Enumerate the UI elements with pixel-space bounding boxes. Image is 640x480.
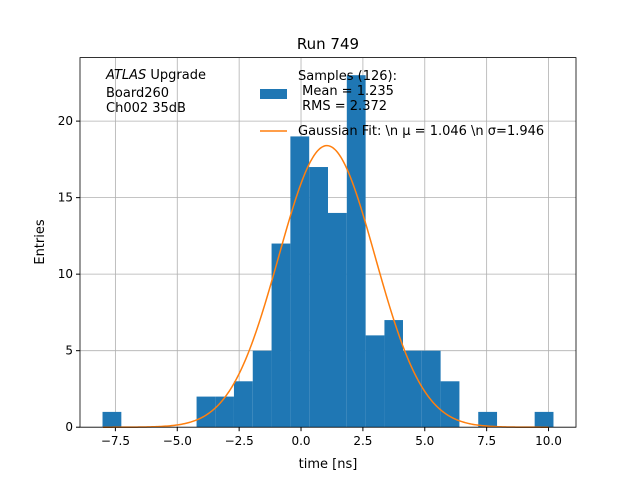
x-axis-label: time [ns]: [299, 457, 358, 472]
axes-frame: [79, 57, 577, 428]
bar: [252, 350, 272, 428]
fit-curve: [103, 144, 549, 428]
bar: [309, 167, 328, 428]
bar: [346, 75, 366, 428]
x-tick-label: −2.5: [225, 434, 254, 448]
bar: [534, 411, 554, 428]
annotation-line: Ch002 35dB: [106, 101, 186, 116]
x-tick-label: −5.0: [163, 434, 192, 448]
bar: [233, 381, 253, 428]
bar: [421, 350, 441, 428]
bar: [478, 411, 498, 428]
y-tick-label: 20: [58, 114, 73, 128]
y-axis-label: Entries: [33, 219, 48, 265]
bar: [402, 350, 422, 428]
y-tick-label: 10: [58, 267, 73, 281]
x-tick-label: 7.5: [477, 434, 496, 448]
bar: [102, 411, 122, 428]
bar: [215, 396, 234, 428]
annotation: ATLAS Upgrade: [105, 68, 206, 83]
x-tick-label: 5.0: [415, 434, 434, 448]
bar: [328, 212, 347, 428]
bar: [384, 320, 403, 428]
legend-label: Gaussian Fit: \n μ = 1.046 \n σ=1.946: [298, 124, 544, 139]
x-tick-label: 2.5: [353, 434, 372, 448]
x-tick-label: 10.0: [535, 434, 562, 448]
legend-label: RMS = 2.372: [298, 99, 387, 114]
bar: [290, 136, 310, 428]
x-tick-label: 0.0: [291, 434, 310, 448]
annotation-italic: ATLAS: [105, 68, 146, 83]
chart-title: Run 749: [297, 35, 359, 53]
y-tick-label: 5: [65, 344, 73, 358]
x-tick-label: −7.5: [101, 434, 130, 448]
legend-label: Mean = 1.235: [298, 84, 394, 99]
bar: [196, 396, 216, 428]
legend-patch: [260, 89, 287, 99]
bar: [271, 243, 291, 428]
bar: [365, 335, 385, 428]
bar: [440, 381, 460, 428]
y-tick-label: 0: [65, 420, 73, 434]
legend-label: Samples (126):: [298, 69, 397, 84]
annotation-text: Upgrade: [146, 68, 206, 83]
annotation-line: Board260: [106, 86, 169, 101]
y-tick-label: 15: [58, 191, 73, 205]
